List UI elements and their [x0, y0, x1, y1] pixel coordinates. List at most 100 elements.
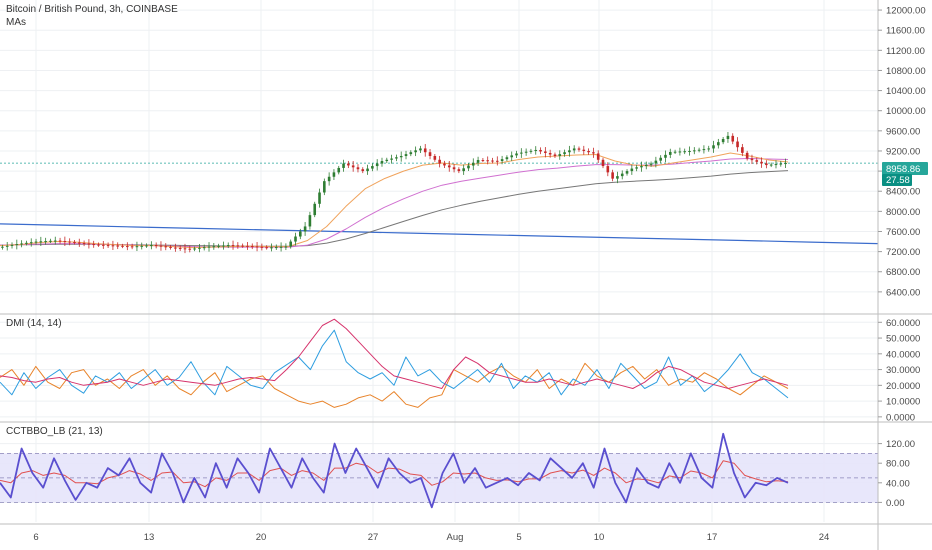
candle-body: [697, 149, 701, 151]
y-tick-label: 7600.00: [886, 227, 920, 238]
candle-body: [207, 246, 211, 248]
y-tick-label: 40.00: [886, 478, 910, 489]
candle-body: [419, 148, 422, 151]
candle-body: [745, 152, 749, 159]
y-tick-label: 8000.00: [886, 207, 920, 218]
candle-body: [308, 215, 312, 227]
candle-body: [467, 165, 470, 169]
candle-body: [154, 245, 158, 247]
candle-body: [438, 159, 441, 164]
candle-body: [649, 163, 653, 165]
candle-body: [414, 150, 417, 153]
candle-body: [284, 246, 288, 248]
candle-body: [774, 164, 778, 166]
candle-body: [198, 247, 201, 249]
price-chart-title: Bitcoin / British Pound, 3h, COINBASE: [6, 4, 178, 15]
candle-body: [404, 154, 408, 156]
candle-body: [496, 160, 499, 162]
candle-body: [10, 244, 14, 246]
secondary-price-label: 27.58: [886, 175, 910, 186]
candle-body: [145, 245, 148, 247]
candle-body: [553, 154, 557, 156]
y-tick-label: 10400.00: [886, 86, 926, 97]
candle-body: [44, 241, 47, 243]
candle-body: [313, 203, 317, 216]
candle-body: [361, 169, 365, 172]
candle-body: [505, 157, 509, 160]
candle-body: [318, 192, 321, 204]
candle-body: [717, 142, 720, 146]
candle-body: [351, 165, 355, 168]
y-tick-label: 80.00: [886, 459, 910, 470]
candle-body: [548, 152, 552, 155]
last-price-tag: 8958.86: [882, 162, 928, 175]
candle-body: [510, 155, 514, 158]
candle-body: [366, 168, 369, 172]
candle-body: [323, 181, 326, 193]
candle-body: [750, 158, 754, 161]
candle-body: [375, 163, 379, 167]
candle-body: [596, 153, 600, 160]
secondary-price-tag: 27.58: [882, 174, 912, 186]
candle-body: [659, 157, 662, 161]
candle-body: [769, 164, 773, 166]
x-tick-label: 24: [819, 532, 830, 543]
dmi-plus-line: [0, 329, 789, 399]
candle-body: [760, 161, 763, 164]
candle-body: [452, 167, 456, 170]
candle-body: [135, 246, 139, 248]
candle-body: [635, 167, 638, 169]
oscillator-signal-line: [0, 460, 789, 488]
candle-body: [572, 148, 576, 151]
candle-body: [274, 247, 278, 249]
candle-body: [25, 242, 28, 244]
candle-body: [721, 139, 725, 143]
series-layer: [0, 132, 879, 509]
candle-body: [423, 148, 427, 153]
y-tick-label: 7200.00: [886, 247, 920, 258]
candle-body: [77, 242, 81, 244]
candle-body: [250, 246, 254, 248]
candle-body: [741, 147, 744, 153]
candle-body: [476, 160, 480, 163]
candle-body: [640, 166, 643, 168]
candle-body: [347, 163, 350, 166]
candle-body: [736, 141, 739, 148]
candle-body: [92, 244, 95, 246]
candle-body: [428, 152, 432, 156]
candle-body: [178, 247, 182, 249]
candle-body: [683, 151, 686, 153]
candle-body: [222, 245, 225, 247]
candle-body: [20, 243, 23, 245]
candle-body: [606, 166, 610, 173]
candle-body: [188, 248, 192, 250]
oscillator-line: [0, 432, 789, 509]
candle-body: [49, 240, 52, 242]
candle-body: [582, 149, 586, 151]
candle-body: [678, 151, 682, 153]
candle-body: [303, 226, 307, 232]
y-tick-label: 11600.00: [886, 26, 925, 37]
grid: [0, 0, 878, 522]
y-tick-label: 30.0000: [886, 365, 920, 376]
y-tick-label: 60.0000: [886, 318, 920, 329]
candle-body: [97, 244, 100, 246]
candle-body: [116, 245, 120, 247]
y-tick-label: 0.00: [886, 498, 905, 509]
candle-body: [779, 163, 783, 165]
candle-body: [73, 242, 76, 244]
y-tick-label: 8400.00: [886, 187, 920, 198]
candle-body: [447, 165, 451, 168]
candle-body: [121, 245, 124, 247]
candle-body: [688, 150, 691, 152]
candle-body: [1, 246, 4, 248]
x-tick-label: 13: [144, 532, 155, 543]
candle-body: [385, 159, 389, 162]
candle-body: [299, 231, 302, 237]
y-tick-label: 10.0000: [886, 397, 920, 408]
candle-body: [644, 164, 648, 167]
candle-body: [471, 162, 475, 166]
candle-body: [486, 160, 489, 162]
candle-body: [616, 176, 619, 179]
